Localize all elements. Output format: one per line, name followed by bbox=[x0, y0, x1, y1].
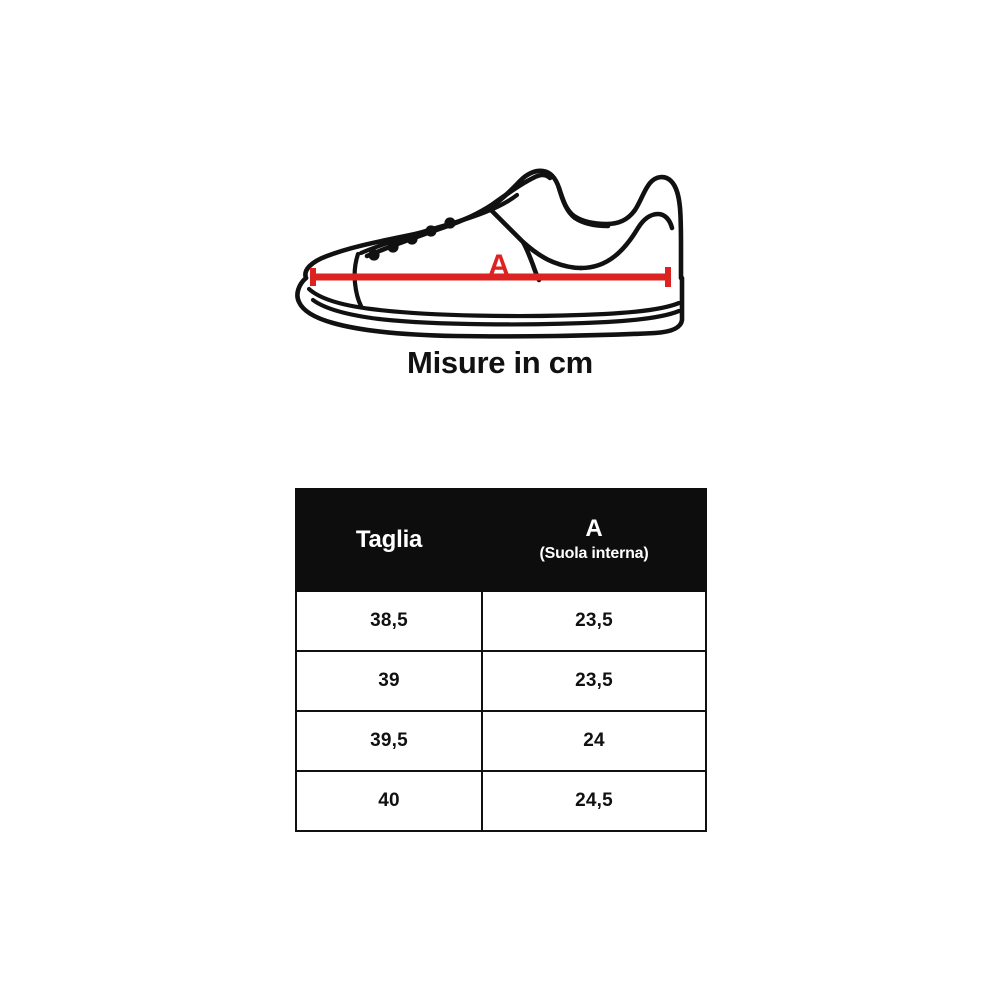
column-header-taglia-label: Taglia bbox=[355, 525, 423, 553]
sneaker-diagram: A bbox=[275, 150, 725, 350]
shoe-toe-cap-seam bbox=[352, 251, 364, 309]
column-header-a-label: A bbox=[585, 514, 603, 542]
table-head: Taglia A (Suola interna) bbox=[295, 488, 707, 592]
measurement-line-a bbox=[310, 267, 671, 287]
table-body: 38,5 23,5 39 23,5 39,5 24 40 24,5 bbox=[295, 590, 707, 832]
measurement-label-a: A bbox=[488, 249, 510, 282]
cell-taglia: 40 bbox=[295, 770, 483, 832]
shoe-sole-outline bbox=[295, 275, 685, 339]
shoe-collar-line bbox=[556, 185, 611, 229]
cell-taglia: 38,5 bbox=[295, 590, 483, 652]
cell-a-suola-interna: 24 bbox=[481, 710, 707, 772]
caption-misure-in-cm: Misure in cm bbox=[407, 345, 593, 380]
cell-a-suola-interna: 23,5 bbox=[481, 650, 707, 712]
shoe-heel-counter-seam bbox=[578, 211, 675, 271]
table-row: 38,5 23,5 bbox=[295, 590, 707, 652]
lace-eyelet-icon bbox=[425, 225, 437, 237]
cell-a-suola-interna: 23,5 bbox=[481, 590, 707, 652]
column-header-a-sublabel: (Suola interna) bbox=[539, 545, 649, 563]
table-header-row: Taglia A (Suola interna) bbox=[295, 488, 707, 592]
table-row: 40 24,5 bbox=[295, 770, 707, 832]
column-header-a: A (Suola interna) bbox=[481, 488, 707, 592]
shoe-sole-stripe-upper bbox=[306, 286, 682, 319]
table-row: 39 23,5 bbox=[295, 650, 707, 712]
shoe-lace-line bbox=[364, 201, 496, 259]
lace-eyelet-icon bbox=[444, 217, 456, 229]
shoe-quarter-panel-seam bbox=[486, 205, 584, 271]
shoe-tongue bbox=[490, 172, 553, 207]
column-header-taglia: Taglia bbox=[295, 488, 483, 592]
lace-eyelet-icon bbox=[387, 241, 399, 253]
lace-eyelet-icon bbox=[368, 249, 380, 261]
cell-a-suola-interna: 24,5 bbox=[481, 770, 707, 832]
lace-eyelet-icon bbox=[406, 233, 418, 245]
cell-taglia: 39 bbox=[295, 650, 483, 712]
shoe-sole-stripe-lower bbox=[310, 297, 682, 327]
size-chart-table: Taglia A (Suola interna) 38,5 23,5 39 23,5 3… bbox=[295, 488, 707, 832]
shoe-lace-eyelets-group bbox=[368, 217, 456, 261]
table-row: 39,5 24 bbox=[295, 710, 707, 772]
cell-taglia: 39,5 bbox=[295, 710, 483, 772]
sneaker-illustration-svg: A bbox=[295, 168, 685, 339]
